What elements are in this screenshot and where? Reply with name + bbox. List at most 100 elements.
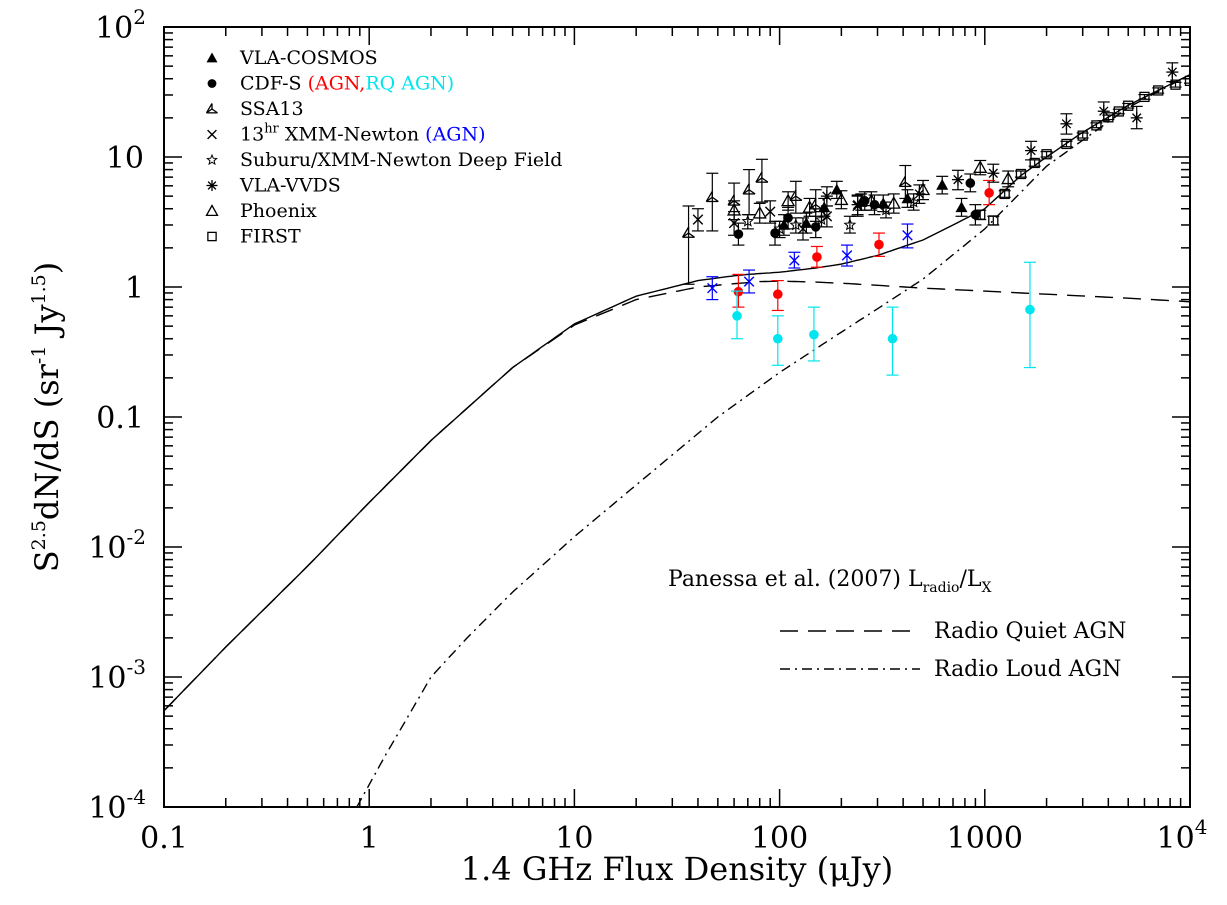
- data-point: [771, 280, 784, 312]
- data-point: [851, 194, 864, 216]
- marker: [207, 181, 217, 190]
- data-point: [1028, 157, 1041, 169]
- data-point: [814, 211, 828, 228]
- data-point: [974, 209, 987, 221]
- marker: [1029, 157, 1040, 169]
- marker: [1041, 149, 1052, 160]
- y-tick-label: 10: [106, 141, 144, 176]
- marker: [692, 214, 704, 225]
- x-tick-label: 100: [751, 821, 808, 856]
- marker: [1139, 91, 1150, 103]
- data-point: [1112, 106, 1125, 117]
- data-point: [1138, 91, 1151, 103]
- legend-item: SSA13: [205, 98, 304, 120]
- data-point: [1130, 105, 1143, 130]
- data-point: [834, 190, 849, 210]
- x-tick-label: 1: [360, 821, 379, 856]
- plot-content: [164, 62, 1190, 807]
- marker: [1077, 130, 1088, 141]
- marker: [1061, 119, 1072, 129]
- x-tick-label: 1000: [947, 821, 1023, 856]
- legend-item: FIRST: [207, 226, 301, 248]
- marker: [953, 174, 963, 185]
- data-point: [872, 232, 885, 257]
- marker: [1001, 171, 1016, 185]
- marker: [818, 201, 831, 213]
- marker: [975, 209, 986, 220]
- points-phoenix: [726, 159, 1016, 224]
- marker: [789, 255, 800, 266]
- legend-item: Phoenix: [205, 200, 317, 222]
- points-first: [974, 75, 1190, 226]
- marker: [886, 196, 901, 209]
- marker: [772, 333, 783, 344]
- data-point: [1122, 100, 1135, 111]
- marker: [830, 183, 843, 195]
- legend-item: 13hr XMM-Newton (AGN): [207, 122, 486, 146]
- legend-label: Phoenix: [240, 200, 317, 222]
- marker: [743, 276, 755, 287]
- data-point: [782, 206, 795, 230]
- marker: [707, 282, 718, 294]
- marker: [772, 289, 783, 300]
- marker: [1167, 67, 1178, 77]
- points-cdfs_agn: [732, 179, 996, 312]
- data-point: [973, 159, 988, 176]
- data-point: [1152, 85, 1165, 96]
- marker: [207, 129, 217, 140]
- data-point: [1090, 120, 1103, 131]
- marker: [1026, 145, 1036, 156]
- legend-item: VLA-COSMOS: [206, 47, 378, 69]
- marker: [1153, 85, 1164, 96]
- line-legend-item: Radio Loud AGN: [780, 657, 1121, 682]
- marker: [207, 231, 217, 242]
- points-suburu: [741, 193, 921, 239]
- data-point: [742, 168, 756, 216]
- marker: [688, 232, 695, 238]
- marker: [755, 171, 763, 183]
- marker: [727, 194, 735, 206]
- marker: [780, 193, 796, 207]
- marker: [705, 190, 713, 202]
- data-point: [789, 217, 803, 234]
- marker: [711, 196, 719, 203]
- points-ssa13: [681, 158, 912, 285]
- data-point: [864, 191, 879, 211]
- marker: [902, 229, 913, 241]
- marker: [988, 168, 998, 178]
- marker: [761, 177, 769, 183]
- marker: [915, 182, 931, 196]
- data-point: [1025, 140, 1038, 161]
- y-axis-title: S2.5dN/dS (sr-1 Jy1.5): [28, 262, 66, 572]
- marker: [764, 206, 776, 217]
- marker: [773, 222, 786, 235]
- legend-label: 13hr XMM-Newton (AGN): [240, 122, 486, 146]
- marker: [874, 239, 884, 250]
- data-point: [810, 245, 823, 268]
- marker: [1170, 79, 1181, 90]
- marker: [821, 210, 833, 222]
- marker: [789, 218, 803, 231]
- marker: [681, 226, 690, 238]
- data-point: [915, 179, 931, 201]
- marker: [1025, 304, 1035, 315]
- legend-label: SSA13: [240, 98, 304, 120]
- marker: [955, 201, 968, 213]
- data-point: [983, 179, 996, 206]
- marker: [733, 286, 744, 297]
- data-point: [1001, 170, 1016, 188]
- data-point: [843, 215, 857, 234]
- marker: [869, 199, 880, 210]
- data-point: [1060, 138, 1073, 150]
- marker: [206, 52, 218, 63]
- marker: [852, 199, 863, 210]
- data-point: [773, 220, 786, 239]
- data-point: [964, 173, 977, 193]
- data-point: [951, 169, 964, 191]
- marker: [742, 183, 750, 195]
- marker: [1184, 75, 1190, 87]
- points-vla_vvds: [820, 62, 1179, 216]
- panessa-annotation: Panessa et al. (2007) Lradio/LX: [668, 567, 992, 596]
- data-point: [987, 215, 1000, 226]
